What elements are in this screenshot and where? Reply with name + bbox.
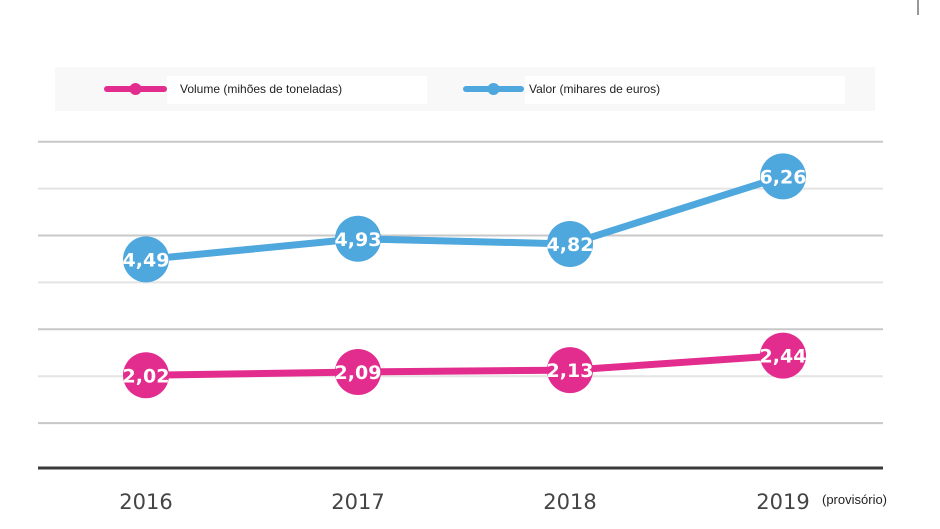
- data-point: [547, 347, 593, 394]
- corner-mark: [917, 0, 919, 15]
- data-label: 6,26: [760, 166, 807, 188]
- legend-box-valor: [525, 76, 845, 104]
- data-point: [335, 348, 381, 395]
- data-point: [760, 332, 806, 379]
- legend-label-volume: Volume (mihões de toneladas): [180, 82, 343, 96]
- data-point: [760, 153, 806, 200]
- data-point: [335, 215, 381, 262]
- data-point: [123, 352, 169, 399]
- data-point: [123, 236, 169, 283]
- data-label: 2,13: [547, 360, 594, 382]
- data-label: 2,09: [335, 362, 382, 384]
- legend-box-volume: [167, 76, 427, 104]
- data-point: [547, 220, 593, 267]
- data-label: 2,44: [760, 346, 807, 368]
- legend-dot-marker: [129, 83, 142, 95]
- x-tick-label: 2018: [543, 490, 596, 514]
- legend-label-valor: Valor (mihares de euros): [529, 82, 661, 96]
- x-tick-note: (provisório): [822, 492, 887, 507]
- data-label: 4,93: [335, 229, 382, 251]
- series-line: [145, 173, 785, 263]
- x-tick-label: 2019: [756, 490, 809, 514]
- series-line: [145, 352, 784, 379]
- legend-dot-marker: [487, 83, 500, 95]
- data-label: 4,82: [547, 234, 594, 256]
- x-tick-label: 2016: [119, 490, 172, 514]
- data-label: 4,49: [123, 249, 170, 271]
- data-label: 2,02: [123, 365, 170, 387]
- x-tick-label: 2017: [331, 490, 384, 514]
